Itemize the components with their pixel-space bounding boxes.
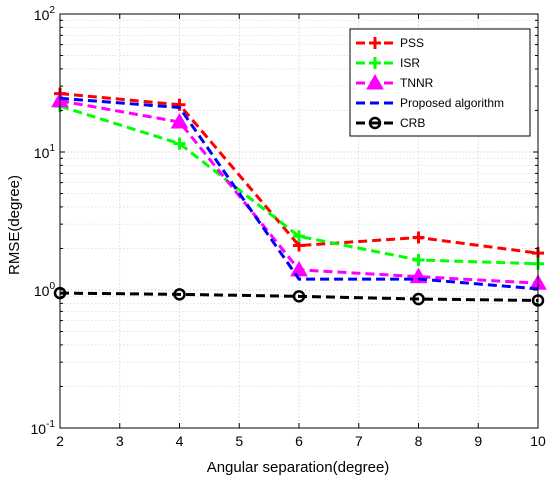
y-tick-label: 102 [34,5,56,23]
x-tick-label: 9 [474,433,482,449]
circle-marker [368,116,382,130]
circle-marker [173,288,186,301]
y-tick-label: 100 [34,281,56,299]
plus-marker [412,231,425,244]
x-tick-label: 2 [56,433,64,449]
x-tick-label: 10 [530,433,546,449]
legend-label: Proposed algorithm [400,96,504,110]
legend-item: CRB [356,116,425,130]
circle-marker [412,292,425,306]
triangle-marker [290,260,308,277]
x-tick-label: 7 [355,433,363,449]
plus-marker [369,37,381,49]
legend-item: PSS [356,36,424,50]
axis-ticks: 2 3 4 5 6 7 8 9 10 102 101 100 10-1 [31,5,546,449]
series-proposed-algorithm [59,96,539,291]
series-crb [53,286,545,307]
legend: PSS ISR TNNR Proposed algorithm CRB [349,28,531,137]
triangle-marker [366,73,384,90]
circle-marker [292,290,306,303]
x-tick-label: 5 [235,433,243,449]
x-tick-label: 4 [176,433,184,449]
legend-item: TNNR [356,73,434,90]
legend-label: ISR [400,56,420,70]
plus-marker [293,230,305,243]
y-tick-label: 10-1 [31,419,56,437]
grid-lines [59,14,539,429]
legend-item: ISR [356,56,420,70]
series-layer [51,87,547,307]
series-line [59,92,539,255]
legend-item: Proposed algorithm [356,96,504,110]
plus-marker [412,253,425,266]
plus-marker [369,57,381,69]
y-tick-label: 101 [34,143,56,161]
triangle-marker [170,112,189,129]
legend-label: CRB [400,116,425,130]
legend-label: PSS [400,36,424,50]
legend-box [349,28,531,137]
x-tick-label: 8 [415,433,423,449]
series-line [59,96,539,291]
series-line [59,104,539,266]
x-tick-label: 3 [116,433,124,449]
x-tick-label: 6 [295,433,303,449]
y-axis-label: RMSE(degree) [6,175,23,275]
plus-marker [173,98,186,111]
x-axis-label: Angular separation(degree) [207,459,390,476]
legend-label: TNNR [400,76,434,90]
series-line [59,291,539,302]
plus-marker [173,137,186,150]
